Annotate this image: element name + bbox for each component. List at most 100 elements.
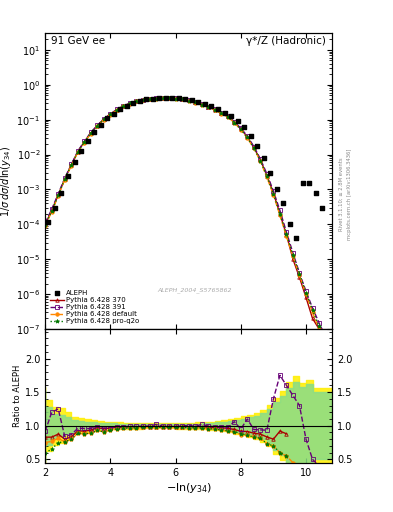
Pythia 6.428 default bbox=[239, 126, 243, 133]
Pythia 6.428 391 bbox=[290, 250, 295, 256]
Pythia 6.428 default bbox=[108, 112, 113, 118]
X-axis label: $-\ln(y_{34})$: $-\ln(y_{34})$ bbox=[165, 481, 212, 495]
Pythia 6.428 default bbox=[226, 114, 230, 120]
Pythia 6.428 pro-q2o bbox=[173, 96, 178, 102]
Pythia 6.428 391 bbox=[219, 110, 224, 116]
Pythia 6.428 370 bbox=[134, 98, 139, 104]
Pythia 6.428 default bbox=[50, 208, 54, 215]
ALEPH bbox=[215, 105, 221, 113]
ALEPH bbox=[163, 94, 169, 102]
Pythia 6.428 391 bbox=[160, 95, 165, 101]
Pythia 6.428 391 bbox=[69, 161, 73, 167]
Pythia 6.428 default bbox=[297, 272, 302, 278]
ALEPH bbox=[117, 105, 123, 113]
ALEPH bbox=[52, 204, 58, 212]
Pythia 6.428 391 bbox=[134, 98, 139, 104]
Pythia 6.428 default bbox=[232, 120, 237, 126]
ALEPH bbox=[104, 114, 110, 122]
Pythia 6.428 370 bbox=[199, 101, 204, 108]
Pythia 6.428 391 bbox=[43, 220, 48, 226]
Pythia 6.428 391 bbox=[180, 96, 184, 102]
Pythia 6.428 370 bbox=[141, 97, 145, 103]
Pythia 6.428 391 bbox=[95, 122, 100, 129]
Pythia 6.428 370 bbox=[186, 97, 191, 103]
ALEPH bbox=[189, 96, 195, 104]
Pythia 6.428 391 bbox=[121, 103, 126, 109]
Pythia 6.428 pro-q2o bbox=[212, 106, 217, 113]
Pythia 6.428 default bbox=[212, 107, 217, 113]
Line: Pythia 6.428 391: Pythia 6.428 391 bbox=[44, 96, 327, 338]
Pythia 6.428 default bbox=[121, 103, 126, 110]
Pythia 6.428 pro-q2o bbox=[121, 103, 126, 109]
Line: Pythia 6.428 default: Pythia 6.428 default bbox=[44, 97, 327, 345]
ALEPH bbox=[195, 98, 202, 106]
ALEPH bbox=[261, 154, 267, 162]
Pythia 6.428 391 bbox=[226, 113, 230, 119]
Pythia 6.428 391 bbox=[56, 191, 61, 197]
ALEPH bbox=[202, 100, 208, 108]
Pythia 6.428 370 bbox=[43, 221, 48, 227]
Line: Pythia 6.428 pro-q2o: Pythia 6.428 pro-q2o bbox=[43, 96, 328, 342]
Pythia 6.428 pro-q2o bbox=[141, 97, 145, 103]
Pythia 6.428 pro-q2o bbox=[310, 307, 315, 313]
Pythia 6.428 370 bbox=[115, 106, 119, 113]
ALEPH bbox=[208, 102, 215, 111]
Pythia 6.428 391 bbox=[173, 95, 178, 101]
Pythia 6.428 pro-q2o bbox=[304, 290, 309, 296]
Pythia 6.428 370 bbox=[88, 130, 93, 136]
Pythia 6.428 370 bbox=[264, 173, 269, 179]
ALEPH bbox=[267, 168, 273, 177]
Pythia 6.428 pro-q2o bbox=[180, 96, 184, 102]
Pythia 6.428 default bbox=[75, 150, 80, 156]
ALEPH bbox=[286, 220, 293, 228]
Pythia 6.428 370 bbox=[154, 95, 158, 101]
Pythia 6.428 391 bbox=[141, 96, 145, 102]
Pythia 6.428 pro-q2o bbox=[128, 100, 132, 106]
Pythia 6.428 391 bbox=[101, 116, 106, 122]
Pythia 6.428 391 bbox=[252, 143, 256, 150]
Pythia 6.428 pro-q2o bbox=[219, 110, 224, 116]
ALEPH bbox=[234, 117, 241, 125]
Pythia 6.428 370 bbox=[101, 116, 106, 122]
Text: Rivet 3.1.10; ≥ 2.8M events: Rivet 3.1.10; ≥ 2.8M events bbox=[339, 158, 344, 231]
Pythia 6.428 pro-q2o bbox=[277, 211, 282, 217]
Pythia 6.428 370 bbox=[290, 256, 295, 262]
Pythia 6.428 default bbox=[304, 291, 309, 297]
Pythia 6.428 391 bbox=[115, 106, 119, 113]
Text: mcplots.cern.ch [arXiv:1306.3436]: mcplots.cern.ch [arXiv:1306.3436] bbox=[347, 149, 352, 240]
ALEPH bbox=[306, 179, 312, 187]
Pythia 6.428 pro-q2o bbox=[239, 126, 243, 133]
Pythia 6.428 pro-q2o bbox=[75, 148, 80, 155]
Pythia 6.428 default bbox=[193, 99, 198, 105]
Pythia 6.428 default bbox=[160, 95, 165, 101]
Pythia 6.428 370 bbox=[277, 211, 282, 217]
Pythia 6.428 pro-q2o bbox=[271, 191, 276, 197]
Pythia 6.428 370 bbox=[56, 192, 61, 198]
Pythia 6.428 default bbox=[88, 131, 93, 137]
Pythia 6.428 pro-q2o bbox=[297, 271, 302, 277]
Pythia 6.428 pro-q2o bbox=[226, 114, 230, 120]
Pythia 6.428 370 bbox=[284, 232, 289, 238]
Pythia 6.428 pro-q2o bbox=[101, 116, 106, 122]
Pythia 6.428 default bbox=[264, 175, 269, 181]
Pythia 6.428 391 bbox=[284, 229, 289, 235]
Pythia 6.428 370 bbox=[108, 111, 113, 117]
Pythia 6.428 pro-q2o bbox=[193, 99, 198, 105]
Pythia 6.428 370 bbox=[69, 162, 73, 168]
Pythia 6.428 391 bbox=[297, 270, 302, 276]
ALEPH bbox=[176, 94, 182, 102]
Pythia 6.428 pro-q2o bbox=[147, 96, 152, 102]
Pythia 6.428 pro-q2o bbox=[43, 222, 48, 228]
Pythia 6.428 391 bbox=[271, 188, 276, 194]
Text: ALEPH_2004_S5765862: ALEPH_2004_S5765862 bbox=[157, 288, 231, 293]
Pythia 6.428 370 bbox=[252, 144, 256, 151]
Pythia 6.428 pro-q2o bbox=[115, 106, 119, 113]
Pythia 6.428 370 bbox=[82, 139, 87, 145]
Pythia 6.428 default bbox=[199, 101, 204, 108]
Pythia 6.428 default bbox=[206, 104, 211, 110]
Pythia 6.428 default bbox=[154, 96, 158, 102]
ALEPH bbox=[78, 146, 84, 155]
Pythia 6.428 370 bbox=[180, 96, 184, 102]
Pythia 6.428 391 bbox=[310, 305, 315, 311]
Text: 91 GeV ee: 91 GeV ee bbox=[51, 36, 105, 46]
